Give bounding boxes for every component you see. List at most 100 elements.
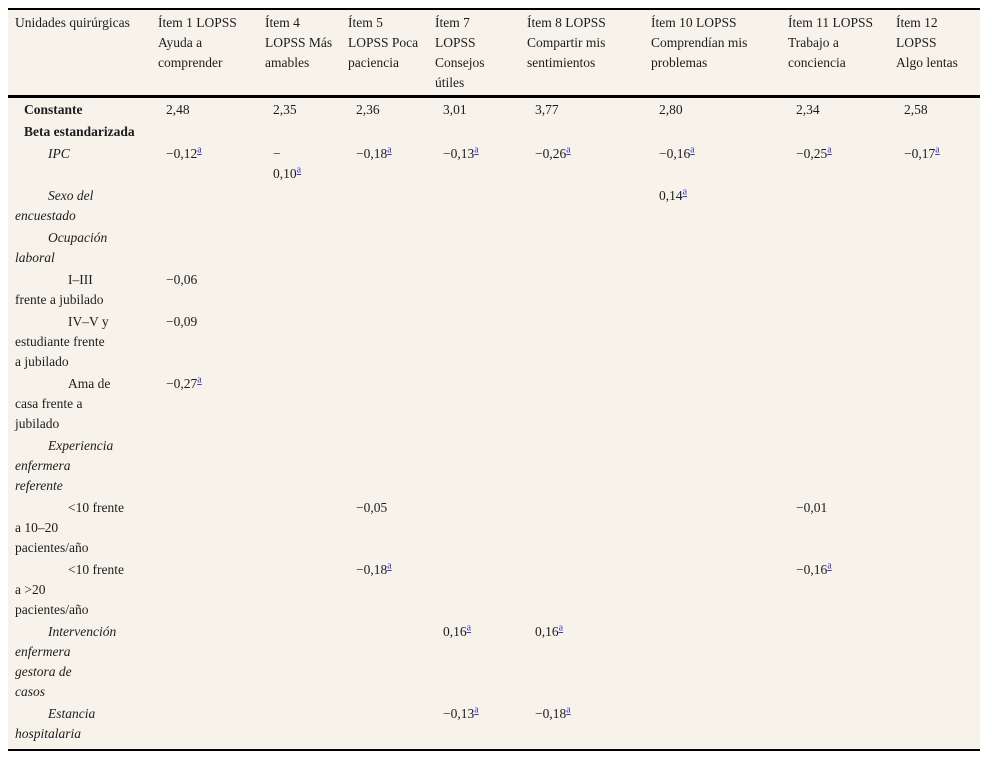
value-cell bbox=[896, 184, 980, 226]
value-cell bbox=[527, 268, 651, 310]
footnote-link[interactable]: a bbox=[558, 622, 564, 634]
coefficient-value: −0,16 bbox=[796, 562, 828, 577]
value-cell bbox=[527, 496, 651, 558]
footnote-link[interactable]: a bbox=[935, 144, 940, 156]
value-cell bbox=[265, 120, 348, 142]
row-label: <10 frente a 10–20 pacientes/año bbox=[15, 500, 124, 555]
value-cell: 2,80 bbox=[651, 97, 788, 121]
footnote-link[interactable]: a bbox=[197, 144, 202, 156]
value-cell bbox=[651, 434, 788, 496]
row-label: Ama de casa frente a jubilado bbox=[15, 376, 111, 431]
value-cell bbox=[265, 310, 348, 372]
footnote-link[interactable]: a bbox=[387, 144, 392, 156]
value-cell bbox=[435, 434, 527, 496]
value-cell: 2,58 bbox=[896, 97, 980, 121]
value-cell: − 0,10a bbox=[265, 142, 348, 184]
table-row: Ocupación laboral bbox=[8, 226, 980, 268]
footnote-link[interactable]: a bbox=[197, 374, 202, 386]
value-cell: 0,16a bbox=[435, 620, 527, 702]
row-label: Intervención enfermera gestora de casos bbox=[15, 624, 117, 699]
coefficient-value: −0,26 bbox=[535, 146, 567, 161]
value-cell bbox=[348, 620, 435, 702]
value-cell bbox=[788, 702, 896, 750]
footnote-link[interactable]: a bbox=[387, 560, 392, 572]
table-row: Ama de casa frente a jubilado −0,27a bbox=[8, 372, 980, 434]
coefficient-value: −0,16 bbox=[659, 146, 691, 161]
value-cell: −0,09 bbox=[158, 310, 265, 372]
row-label: IPC bbox=[48, 146, 70, 161]
footnote-link[interactable]: a bbox=[566, 704, 571, 716]
table-row: Constante 2,48 2,35 2,36 3,01 3,77 2,80 2,34 2,5… bbox=[8, 97, 980, 121]
value-cell bbox=[265, 496, 348, 558]
row-label: Experiencia enfermera referente bbox=[15, 438, 114, 493]
value-cell bbox=[265, 434, 348, 496]
value-cell bbox=[158, 184, 265, 226]
value-cell bbox=[527, 434, 651, 496]
coefficient-value: 2,80 bbox=[659, 102, 683, 117]
value-cell bbox=[348, 372, 435, 434]
column-header-item-12: Ítem 12 LOPSS Algo lentas bbox=[896, 9, 980, 98]
value-cell bbox=[651, 120, 788, 142]
footnote-link[interactable]: a bbox=[566, 144, 571, 156]
coefficient-value: 3,77 bbox=[535, 102, 559, 117]
value-cell bbox=[348, 268, 435, 310]
value-cell bbox=[651, 226, 788, 268]
footnote-link[interactable]: a bbox=[827, 560, 832, 572]
coefficient-value: 2,35 bbox=[273, 102, 297, 117]
value-cell: 2,48 bbox=[158, 97, 265, 121]
footnote-link[interactable]: a bbox=[474, 144, 479, 156]
value-cell bbox=[896, 620, 980, 702]
value-cell: −0,12a bbox=[158, 142, 265, 184]
value-cell bbox=[896, 372, 980, 434]
row-label: I–III frente a jubilado bbox=[15, 272, 104, 307]
value-cell bbox=[158, 558, 265, 620]
coefficient-value: 2,58 bbox=[904, 102, 928, 117]
value-cell bbox=[788, 310, 896, 372]
value-cell bbox=[896, 120, 980, 142]
value-cell bbox=[348, 702, 435, 750]
value-cell: −0,16a bbox=[788, 558, 896, 620]
value-cell: 0,16a bbox=[527, 620, 651, 702]
value-cell bbox=[527, 558, 651, 620]
coefficient-value: −0,27 bbox=[166, 376, 198, 391]
value-cell: −0,17a bbox=[896, 142, 980, 184]
coefficient-value: −0,13 bbox=[443, 706, 475, 721]
coefficient-value: 2,48 bbox=[166, 102, 190, 117]
value-cell bbox=[158, 620, 265, 702]
value-cell bbox=[788, 268, 896, 310]
value-cell: −0,06 bbox=[158, 268, 265, 310]
table-body: Constante 2,48 2,35 2,36 3,01 3,77 2,80 2,34 2,5… bbox=[8, 97, 980, 751]
row-label: IV–V y estudiante frente a jubilado bbox=[15, 314, 109, 369]
footnote-link[interactable]: a bbox=[296, 164, 302, 176]
value-cell bbox=[158, 120, 265, 142]
table-row: IPC −0,12a − 0,10a −0,18a −0,13a −0,26a −0,16a… bbox=[8, 142, 980, 184]
value-cell: −0,05 bbox=[348, 496, 435, 558]
value-cell bbox=[527, 310, 651, 372]
value-cell: 3,01 bbox=[435, 97, 527, 121]
value-cell bbox=[265, 184, 348, 226]
value-cell bbox=[435, 120, 527, 142]
table-row: Intervención enfermera gestora de casos 0… bbox=[8, 620, 980, 702]
table-row: Estancia hospitalaria −0,13a −0,18a bbox=[8, 702, 980, 750]
value-cell bbox=[435, 268, 527, 310]
value-cell: −0,13a bbox=[435, 702, 527, 750]
value-cell bbox=[265, 702, 348, 750]
footnote-link[interactable]: a bbox=[827, 144, 832, 156]
column-header-item-7: Ítem 7 LOPSS Consejos útiles bbox=[435, 9, 527, 98]
footnote-link[interactable]: a bbox=[466, 622, 472, 634]
footnote-link[interactable]: a bbox=[474, 704, 479, 716]
table-row: I–III frente a jubilado −0,06 bbox=[8, 268, 980, 310]
value-cell bbox=[435, 184, 527, 226]
value-cell: −0,16a bbox=[651, 142, 788, 184]
coefficient-value: −0,25 bbox=[796, 146, 828, 161]
coefficient-value: 3,01 bbox=[443, 102, 467, 117]
column-header-item-5: Ítem 5 LOPSS Poca paciencia bbox=[348, 9, 435, 98]
value-cell bbox=[788, 120, 896, 142]
footnote-link[interactable]: a bbox=[690, 144, 695, 156]
table-row: <10 frente a 10–20 pacientes/año −0,05 −0,… bbox=[8, 496, 980, 558]
value-cell bbox=[651, 372, 788, 434]
value-cell bbox=[265, 558, 348, 620]
column-header-item-11: Ítem 11 LOPSS Trabajo a conciencia bbox=[788, 9, 896, 98]
value-cell: −0,18a bbox=[348, 142, 435, 184]
footnote-link[interactable]: a bbox=[682, 186, 688, 198]
